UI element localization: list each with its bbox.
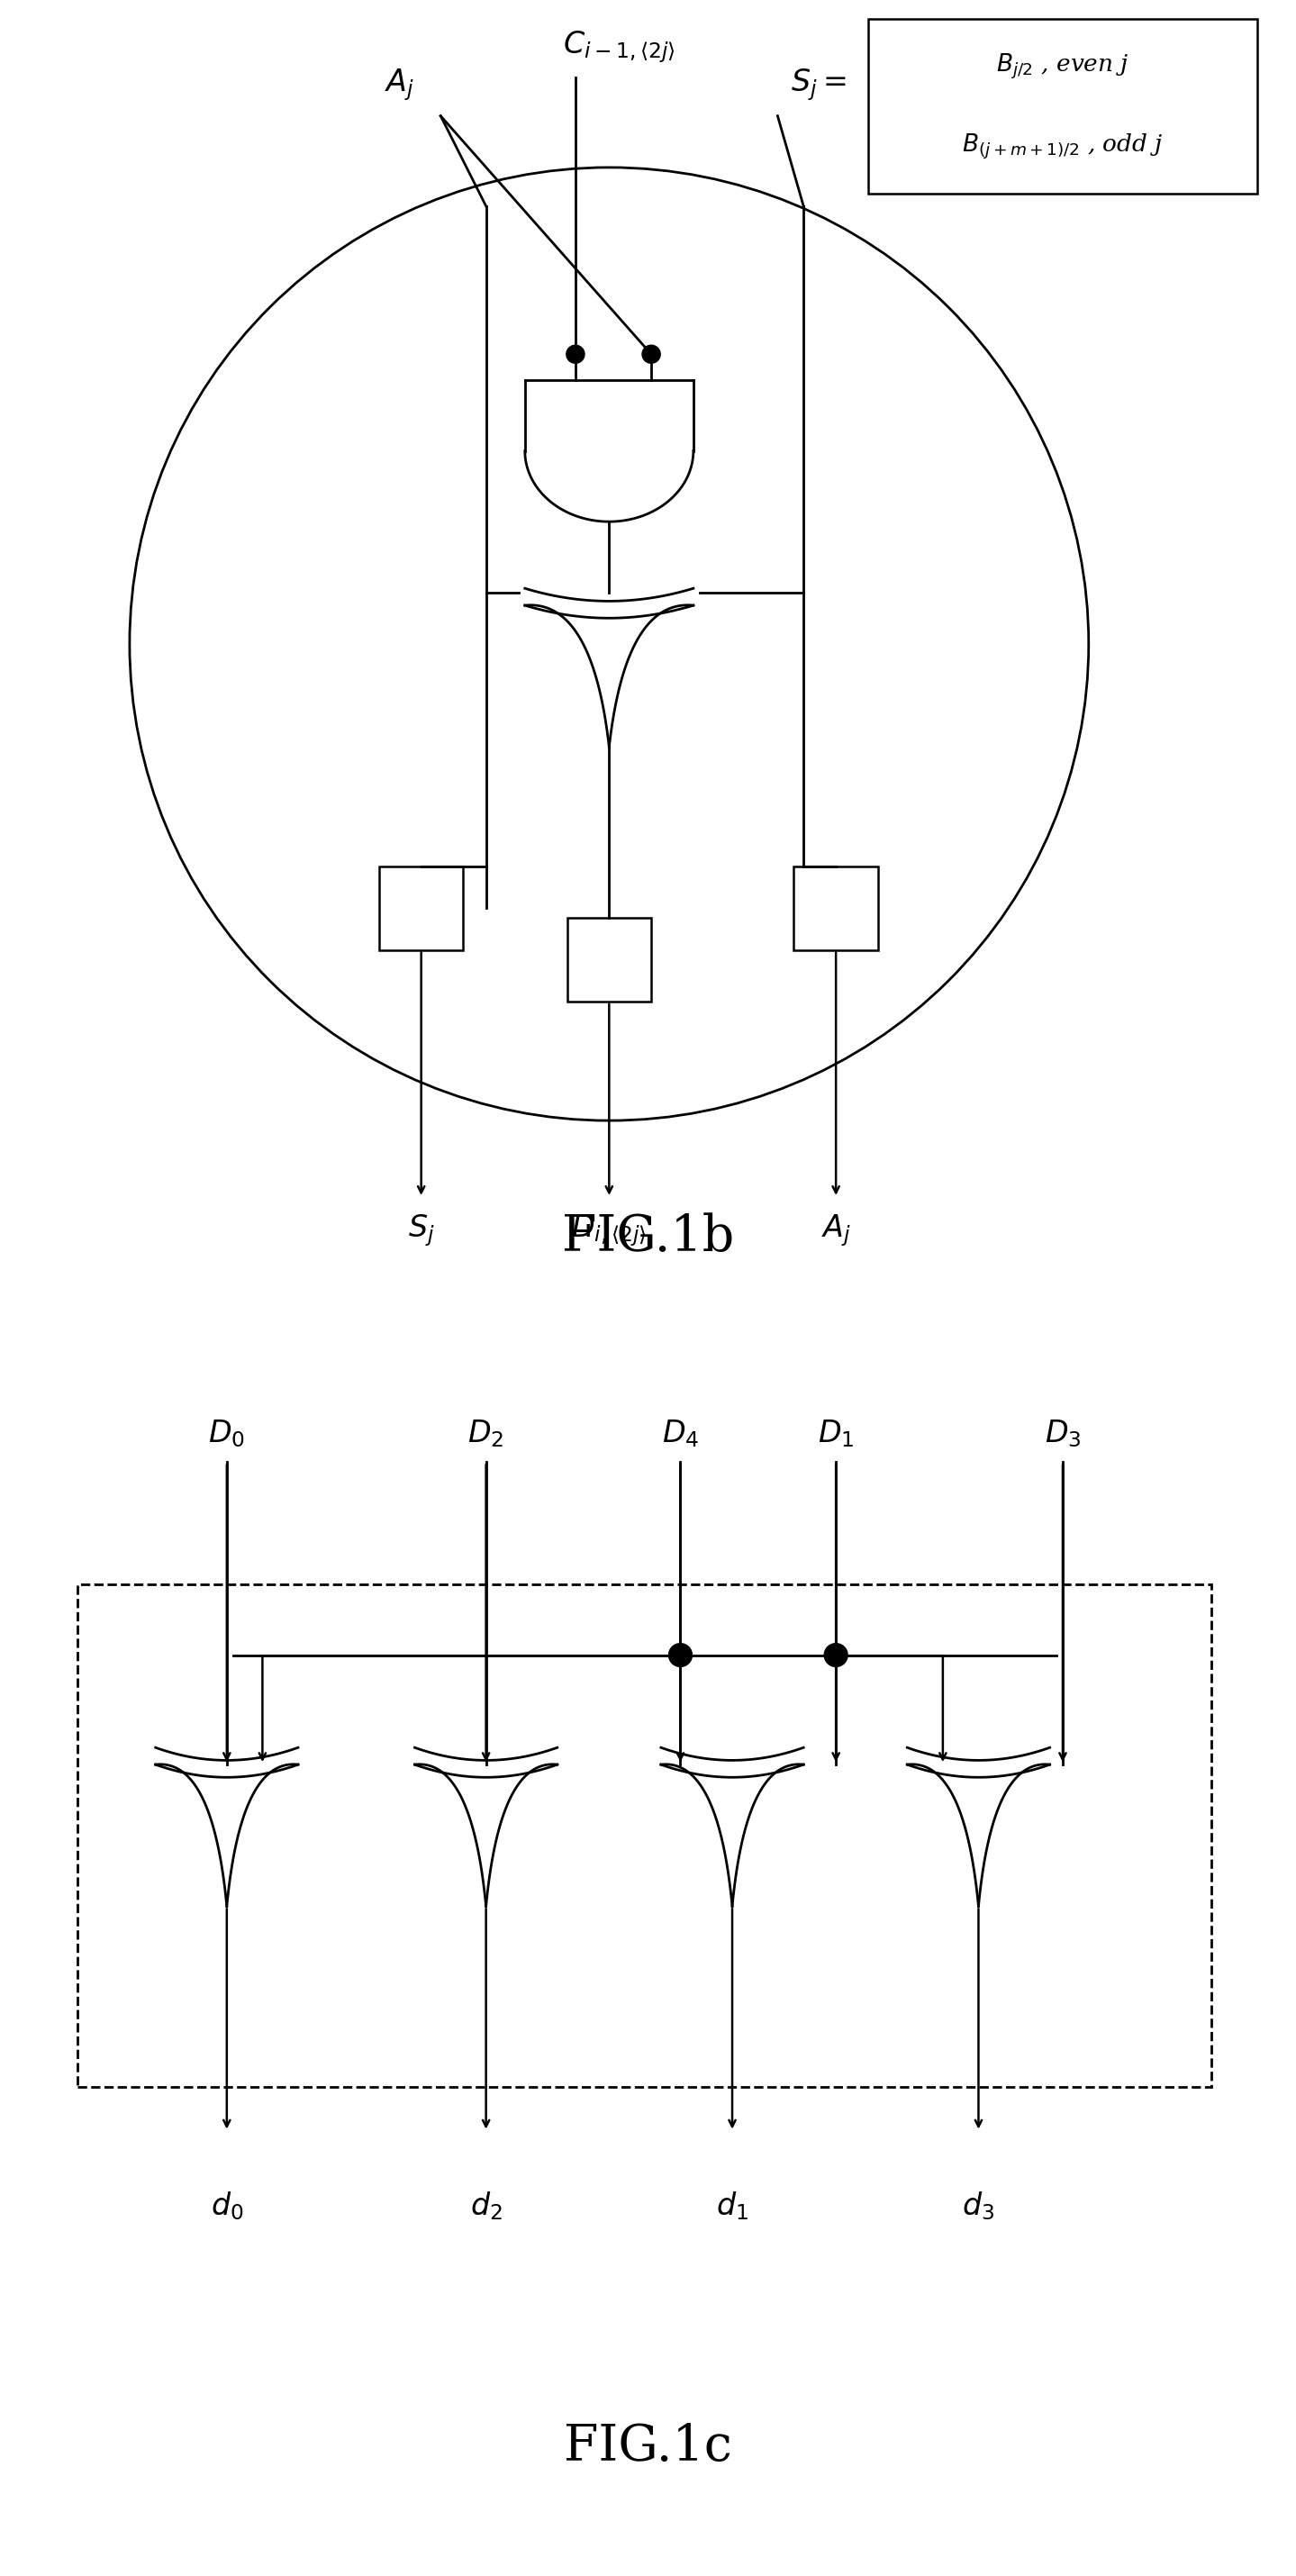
Circle shape — [669, 1643, 692, 1667]
Text: $C_{i-1,\langle 2j\rangle}$: $C_{i-1,\langle 2j\rangle}$ — [562, 28, 675, 64]
Text: $S_j$: $S_j$ — [408, 1213, 434, 1247]
Text: $d_{1}$: $d_{1}$ — [717, 2190, 748, 2221]
Text: $d_{3}$: $d_{3}$ — [962, 2190, 995, 2221]
Text: $B_{(j+m+1)/2}$ , odd j: $B_{(j+m+1)/2}$ , odd j — [962, 131, 1164, 160]
Text: $D_{1}$: $D_{1}$ — [818, 1417, 854, 1448]
Text: $d_{0}$: $d_{0}$ — [210, 2190, 244, 2221]
Bar — [568, 917, 651, 1002]
Text: FIG.1c: FIG.1c — [564, 2421, 732, 2473]
Text: $A_j$: $A_j$ — [822, 1213, 850, 1247]
Text: $d_{2}$: $d_{2}$ — [470, 2190, 502, 2221]
Text: $D_{0}$: $D_{0}$ — [209, 1417, 245, 1448]
Text: $A_j$: $A_j$ — [385, 67, 415, 103]
Text: $D_{4}$: $D_{4}$ — [662, 1417, 699, 1448]
Bar — [78, 1584, 1212, 2087]
Circle shape — [566, 345, 584, 363]
Text: $D_{3}$: $D_{3}$ — [1045, 1417, 1081, 1448]
Bar — [378, 866, 464, 951]
Bar — [868, 18, 1257, 193]
Text: $B_{j/2}$ , even j: $B_{j/2}$ , even j — [997, 52, 1129, 80]
Text: FIG.1b: FIG.1b — [562, 1213, 734, 1262]
Circle shape — [824, 1643, 848, 1667]
Text: $D_{i,\langle 2j\rangle}$: $D_{i,\langle 2j\rangle}$ — [572, 1213, 647, 1247]
Bar — [793, 866, 879, 951]
Text: $S_j=$: $S_j=$ — [791, 67, 846, 103]
Text: $D_{2}$: $D_{2}$ — [468, 1417, 504, 1448]
Circle shape — [643, 345, 660, 363]
